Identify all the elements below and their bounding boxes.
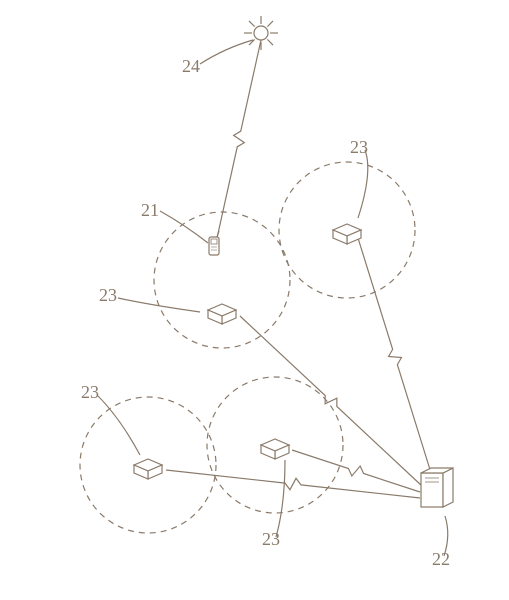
access-point-2-label: 23 (81, 382, 99, 402)
phone-label: 21 (141, 200, 159, 220)
access-point-1-label: 23 (350, 137, 368, 157)
satellite-label: 24 (182, 56, 200, 76)
access-point-3-label: 23 (262, 529, 280, 549)
access-point-0-label: 23 (99, 285, 117, 305)
server (421, 468, 453, 507)
server-label: 22 (432, 549, 450, 569)
